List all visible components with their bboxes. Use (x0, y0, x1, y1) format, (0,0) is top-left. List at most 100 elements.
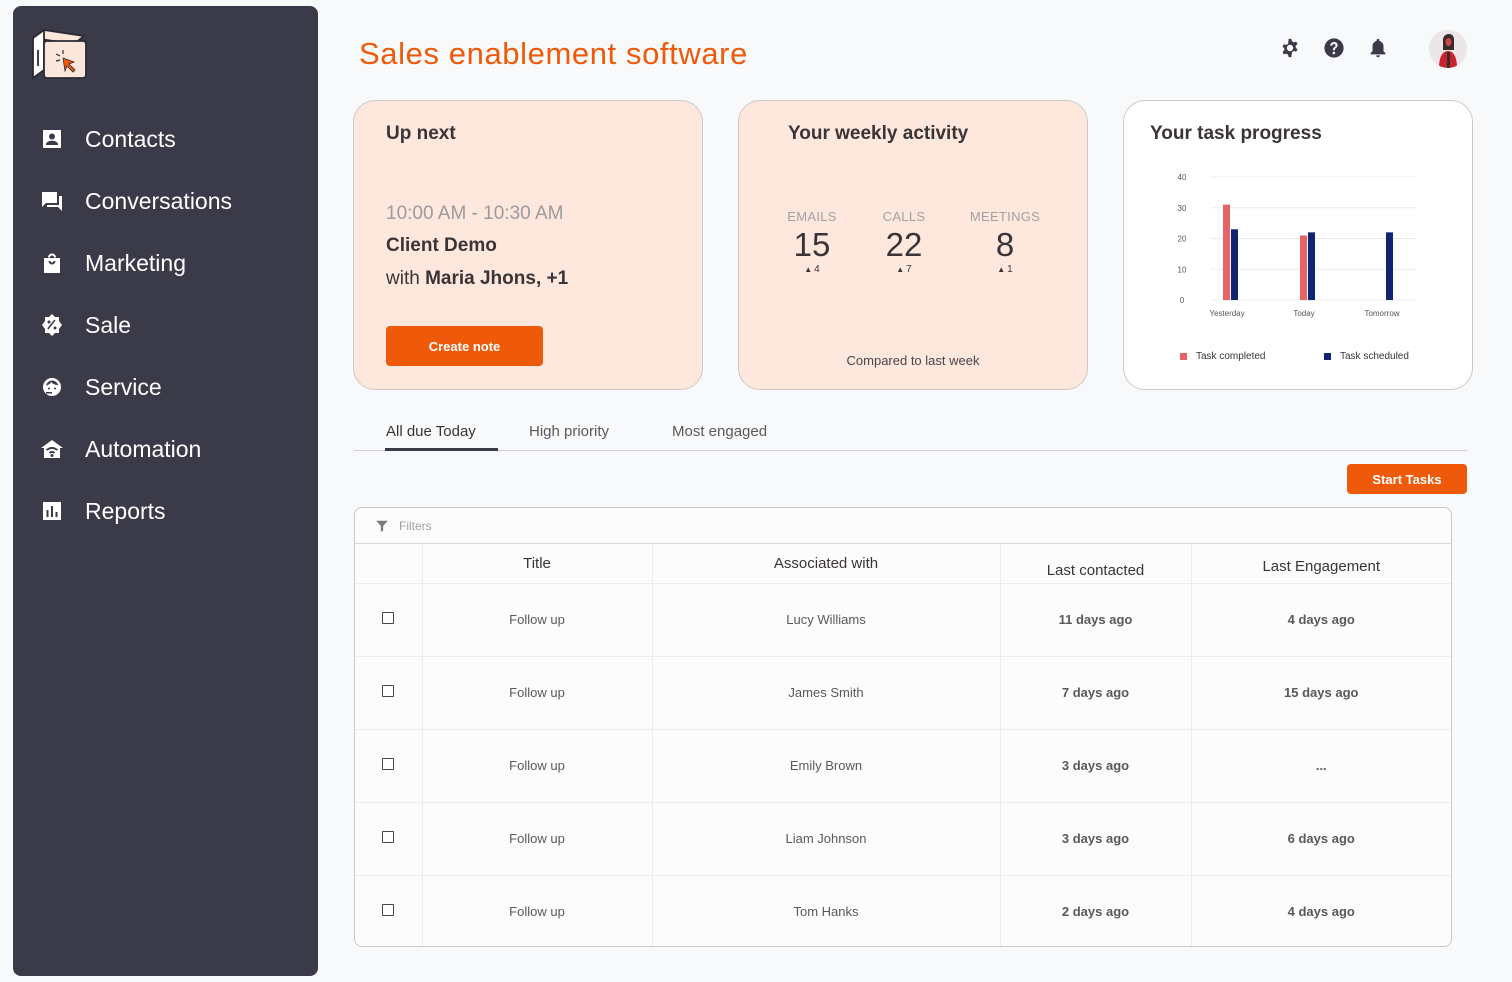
cell-last-engagement: 4 days ago (1287, 904, 1355, 920)
contact-card-icon (40, 127, 64, 151)
cell-associated[interactable]: Emily Brown (652, 729, 1001, 803)
cell-associated[interactable]: Lucy Williams (652, 583, 1001, 657)
header-actions (1278, 36, 1390, 60)
gear-icon[interactable] (1278, 36, 1302, 60)
sidebar: Contacts Conversations Marketing Sale Se… (13, 6, 318, 976)
stat-label: EMAILS (787, 209, 837, 224)
legend-swatch (1324, 353, 1331, 360)
bar-chart-icon (40, 499, 64, 523)
sidebar-item-label: Contacts (85, 125, 176, 152)
svg-text:20: 20 (1178, 235, 1187, 244)
stat-delta: ▲ 1 (969, 264, 1041, 275)
stat-value: 8 (995, 226, 1015, 263)
table-row[interactable]: Follow up Emily Brown 3 days ago ... (355, 729, 1451, 803)
event-attendees: with Maria Jhons, +1 (386, 268, 568, 290)
col-associated-with[interactable]: Associated with (652, 544, 1001, 584)
delta-value: 4 (814, 264, 820, 275)
app-logo[interactable] (30, 28, 90, 82)
table-row[interactable]: Follow up Tom Hanks 2 days ago 4 days ag… (355, 875, 1451, 946)
card-title: Your task progress (1150, 123, 1322, 144)
row-checkbox[interactable] (382, 904, 395, 917)
cell-title: Follow up (422, 656, 653, 730)
legend-item-completed: Task completed (1180, 351, 1265, 362)
row-checkbox[interactable] (382, 685, 395, 697)
svg-text:10: 10 (1178, 265, 1187, 274)
tab-most-engaged[interactable]: Most engaged (672, 423, 768, 440)
create-note-button[interactable]: Create note (386, 326, 543, 366)
stat-delta: ▲ 7 (879, 264, 929, 275)
cell-title: Follow up (422, 729, 653, 803)
cell-last-contacted: 11 days ago (1000, 583, 1192, 657)
cell-last-contacted: 3 days ago (1000, 729, 1192, 803)
table-row[interactable]: Follow up Lucy Williams 11 days ago 4 da… (355, 583, 1451, 657)
row-checkbox[interactable] (382, 758, 395, 770)
sidebar-item-label: Marketing (85, 249, 186, 276)
sidebar-item-service[interactable]: Service (13, 356, 318, 418)
tab-high-priority[interactable]: High priority (529, 423, 610, 440)
comparison-note: Compared to last week (846, 353, 980, 368)
row-checkbox[interactable] (382, 612, 395, 624)
cell-last-engagement: 15 days ago (1191, 656, 1451, 730)
svg-text:Tomorrow: Tomorrow (1364, 309, 1399, 318)
col-last-engagement[interactable]: Last Engagement (1191, 544, 1451, 584)
legend-item-scheduled: Task scheduled (1324, 351, 1409, 362)
attendees-names: Maria Jhons, +1 (425, 268, 569, 289)
sidebar-item-conversations[interactable]: Conversations (13, 170, 318, 232)
cell-associated[interactable]: Tom Hanks (652, 875, 1001, 946)
avatar[interactable] (1429, 30, 1467, 68)
active-tab-indicator (385, 448, 498, 451)
cell-title: Follow up (422, 802, 653, 876)
task-progress-card: Your task progress 0 10 20 30 40 Yesterday Tod… (1123, 100, 1473, 390)
row-checkbox[interactable] (382, 831, 395, 843)
delta-value: 1 (1007, 264, 1013, 275)
discount-badge-icon (40, 313, 64, 337)
table-row[interactable]: Follow up James Smith 7 days ago 15 days… (355, 656, 1451, 730)
sidebar-item-sale[interactable]: Sale (13, 294, 318, 356)
svg-text:Today: Today (1293, 309, 1314, 318)
tasks-table: Filters Title Associated with Last conta… (354, 507, 1452, 947)
stat-value: 22 (885, 226, 923, 263)
tab-all-due-today[interactable]: All due Today (386, 423, 476, 440)
cell-last-engagement: 4 days ago (1191, 583, 1451, 657)
bell-icon[interactable] (1366, 36, 1390, 60)
legend-label: Task scheduled (1340, 351, 1409, 362)
cell-last-engagement: 6 days ago (1191, 802, 1451, 876)
row-select-cell (355, 583, 423, 657)
sidebar-item-label: Automation (85, 435, 202, 462)
up-triangle-icon: ▲ (896, 265, 905, 274)
table-row[interactable]: Follow up Liam Johnson 3 days ago 6 days… (355, 802, 1451, 876)
row-select-cell (355, 875, 423, 946)
svg-text:0: 0 (1180, 296, 1185, 305)
help-icon[interactable] (1322, 36, 1346, 60)
col-last-contacted[interactable]: Last contacted (1000, 544, 1192, 584)
event-name: Client Demo (386, 235, 497, 256)
stat-label: MEETINGS (969, 209, 1041, 224)
start-tasks-button[interactable]: Start Tasks (1347, 464, 1467, 494)
col-select (355, 544, 423, 584)
task-tabs: All due Today High priority Most engaged (354, 414, 1467, 451)
cell-last-engagement: ... (1191, 729, 1451, 803)
table-header-row: Title Associated with Last contacted Las… (355, 544, 1451, 584)
smart-home-icon (40, 437, 64, 461)
cell-associated[interactable]: Liam Johnson (652, 802, 1001, 876)
col-title[interactable]: Title (422, 544, 653, 584)
sidebar-nav: Contacts Conversations Marketing Sale Se… (13, 108, 318, 542)
svg-text:30: 30 (1178, 204, 1187, 213)
cell-last-contacted: 7 days ago (1000, 656, 1192, 730)
sidebar-item-marketing[interactable]: Marketing (13, 232, 318, 294)
stat-value: 15 (793, 226, 831, 263)
sidebar-item-reports[interactable]: Reports (13, 480, 318, 542)
filters-label: Filters (399, 518, 432, 533)
legend-label: Task completed (1196, 351, 1266, 362)
sidebar-item-contacts[interactable]: Contacts (13, 108, 318, 170)
filters-bar[interactable]: Filters (355, 508, 1451, 544)
sidebar-item-label: Sale (85, 311, 132, 338)
card-title: Up next (386, 123, 456, 144)
stat-delta: ▲ 4 (787, 264, 837, 275)
up-triangle-icon: ▲ (997, 265, 1006, 274)
event-time: 10:00 AM - 10:30 AM (386, 203, 564, 224)
shopping-bag-icon (40, 251, 64, 275)
sidebar-item-automation[interactable]: Automation (13, 418, 318, 480)
cell-associated[interactable]: James Smith (652, 656, 1001, 730)
sidebar-item-label: Service (85, 373, 162, 400)
